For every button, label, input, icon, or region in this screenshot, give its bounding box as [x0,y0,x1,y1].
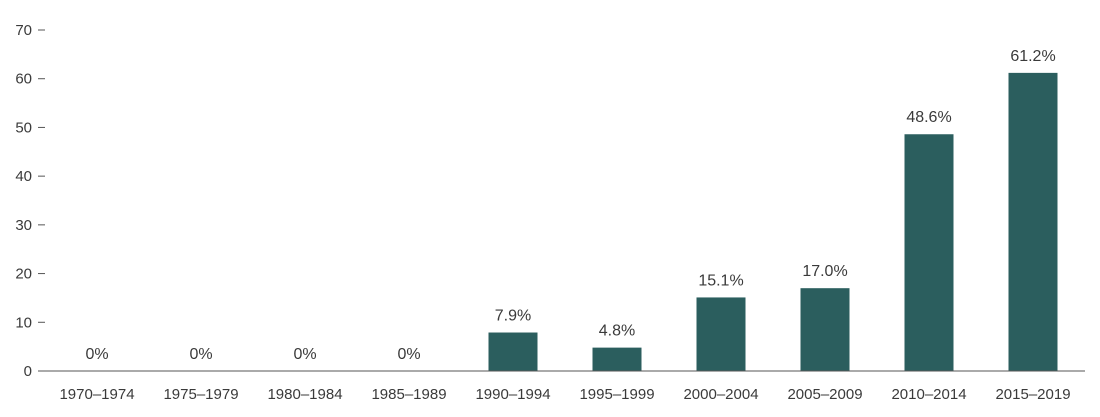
bar [1008,72,1058,372]
bar [592,347,642,371]
bars-group [488,72,1058,372]
x-tick-label: 2000–2004 [683,386,758,403]
data-label: 15.1% [698,272,743,289]
data-label: 0% [85,346,108,363]
y-tick-label: 40 [15,168,32,185]
y-tick-label: 60 [15,71,32,88]
bar [696,297,746,371]
data-label: 0% [293,346,316,363]
x-tick-label: 1975–1979 [163,386,238,403]
bar [904,134,954,371]
x-tick-label: 1985–1989 [371,386,446,403]
y-tick-label: 20 [15,266,32,283]
y-tick-label: 70 [15,22,32,39]
data-label: 0% [397,346,420,363]
y-tick-label: 0 [24,363,32,380]
data-label: 17.0% [802,263,847,280]
data-label: 7.9% [495,308,531,325]
value-labels-group: 0% 0% 0% 0% 7.9% 4.8% 15.1% 17.0% 48.6% 61.2% [85,48,1055,363]
data-label: 48.6% [906,109,951,126]
x-tick-label: 1980–1984 [267,386,342,403]
bar [800,288,850,371]
x-tick-label: 2015–2019 [995,386,1070,403]
x-tick-label: 1990–1994 [475,386,550,403]
data-label: 0% [189,346,212,363]
y-tick-label: 50 [15,119,32,136]
bar [488,332,538,371]
data-label: 61.2% [1010,48,1055,65]
x-axis: 1970–1974 1975–1979 1980–1984 1985–1989 1990… [59,386,1070,403]
x-tick-label: 2010–2014 [891,386,966,403]
y-axis: 0 10 20 30 40 50 60 70 [15,22,45,380]
y-tick-label: 30 [15,217,32,234]
y-tick-label: 10 [15,314,32,331]
data-label: 4.8% [599,323,635,340]
x-tick-label: 1970–1974 [59,386,134,403]
x-tick-label: 2005–2009 [787,386,862,403]
x-tick-label: 1995–1999 [579,386,654,403]
